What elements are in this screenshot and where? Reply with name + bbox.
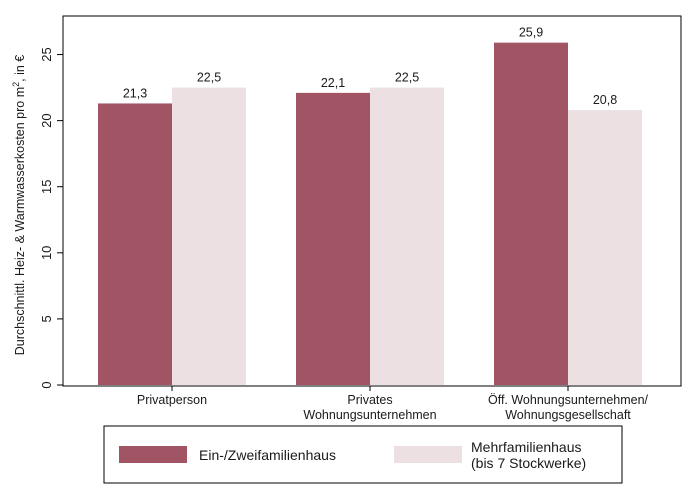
plot-axes: 0 5 10 15 20 25 Durchschnittl. Heiz- & Warmwas… <box>11 15 682 391</box>
category-label-line: Wohnungsunternehmen <box>303 408 436 422</box>
bar-1-3 <box>494 42 568 386</box>
legend-swatch-2 <box>394 446 462 463</box>
legend-box <box>103 425 623 484</box>
category-labels: Privatperson Privates Wohnungsunternehmen Ö… <box>137 393 649 422</box>
legend-label-line: Ein-/Zweifamilienhaus <box>199 447 336 463</box>
category-label: Privates Wohnungsunternehmen <box>303 393 436 422</box>
data-labels: 21,3 22,5 22,1 22,5 25,9 20,8 <box>123 26 617 107</box>
plot-frame <box>62 15 682 387</box>
legend: Ein-/Zweifamilienhaus Mehrfamilienhaus (bi… <box>103 425 623 484</box>
y-tick-label: 5 <box>39 315 54 322</box>
bar-value-label: 22,5 <box>395 71 419 85</box>
y-tick-label: 0 <box>39 381 54 388</box>
bar-2-1 <box>172 87 246 385</box>
bar-2-2 <box>370 87 444 385</box>
bar-1-2 <box>296 92 370 386</box>
y-tick-label: 10 <box>39 246 54 260</box>
category-label: Privatperson <box>137 393 207 407</box>
category-label-line: Privatperson <box>137 393 207 407</box>
legend-swatch-1 <box>119 446 187 463</box>
y-tick-label: 20 <box>39 113 54 127</box>
bar-marks <box>98 42 642 386</box>
category-label-line: Öff. Wohnungsunternehmen/ <box>488 393 649 407</box>
y-axis-title-text: Durchschnittl. Heiz- & Warmwasserkosten … <box>13 87 27 355</box>
bar-1-1 <box>98 103 172 385</box>
category-label: Öff. Wohnungsunternehmen/Wohnungsgesells… <box>488 393 649 422</box>
legend-label-2: Mehrfamilienhaus (bis 7 Stockwerke) <box>471 439 586 471</box>
legend-label-line: Mehrfamilienhaus <box>471 439 582 455</box>
category-label-line: Wohnungsgesellschaft <box>505 408 631 422</box>
bar-value-label: 22,5 <box>197 71 221 85</box>
y-tick-label: 25 <box>39 47 54 61</box>
bar-value-label: 22,1 <box>321 76 345 90</box>
legend-label-1: Ein-/Zweifamilienhaus <box>199 447 336 463</box>
bar-2-3 <box>568 110 642 385</box>
bar-value-label: 21,3 <box>123 86 147 100</box>
category-label-line: Privates <box>347 393 392 407</box>
y-axis-title-suffix: , in € <box>13 55 27 82</box>
bar-value-label: 20,8 <box>593 93 617 107</box>
bar-value-label: 25,9 <box>519 26 543 40</box>
y-axis-title-sup: 2 <box>11 82 21 87</box>
y-tick-label: 15 <box>39 179 54 193</box>
legend-label-line: (bis 7 Stockwerke) <box>471 455 586 471</box>
y-axis-title: Durchschnittl. Heiz- & Warmwasserkosten … <box>11 55 27 356</box>
